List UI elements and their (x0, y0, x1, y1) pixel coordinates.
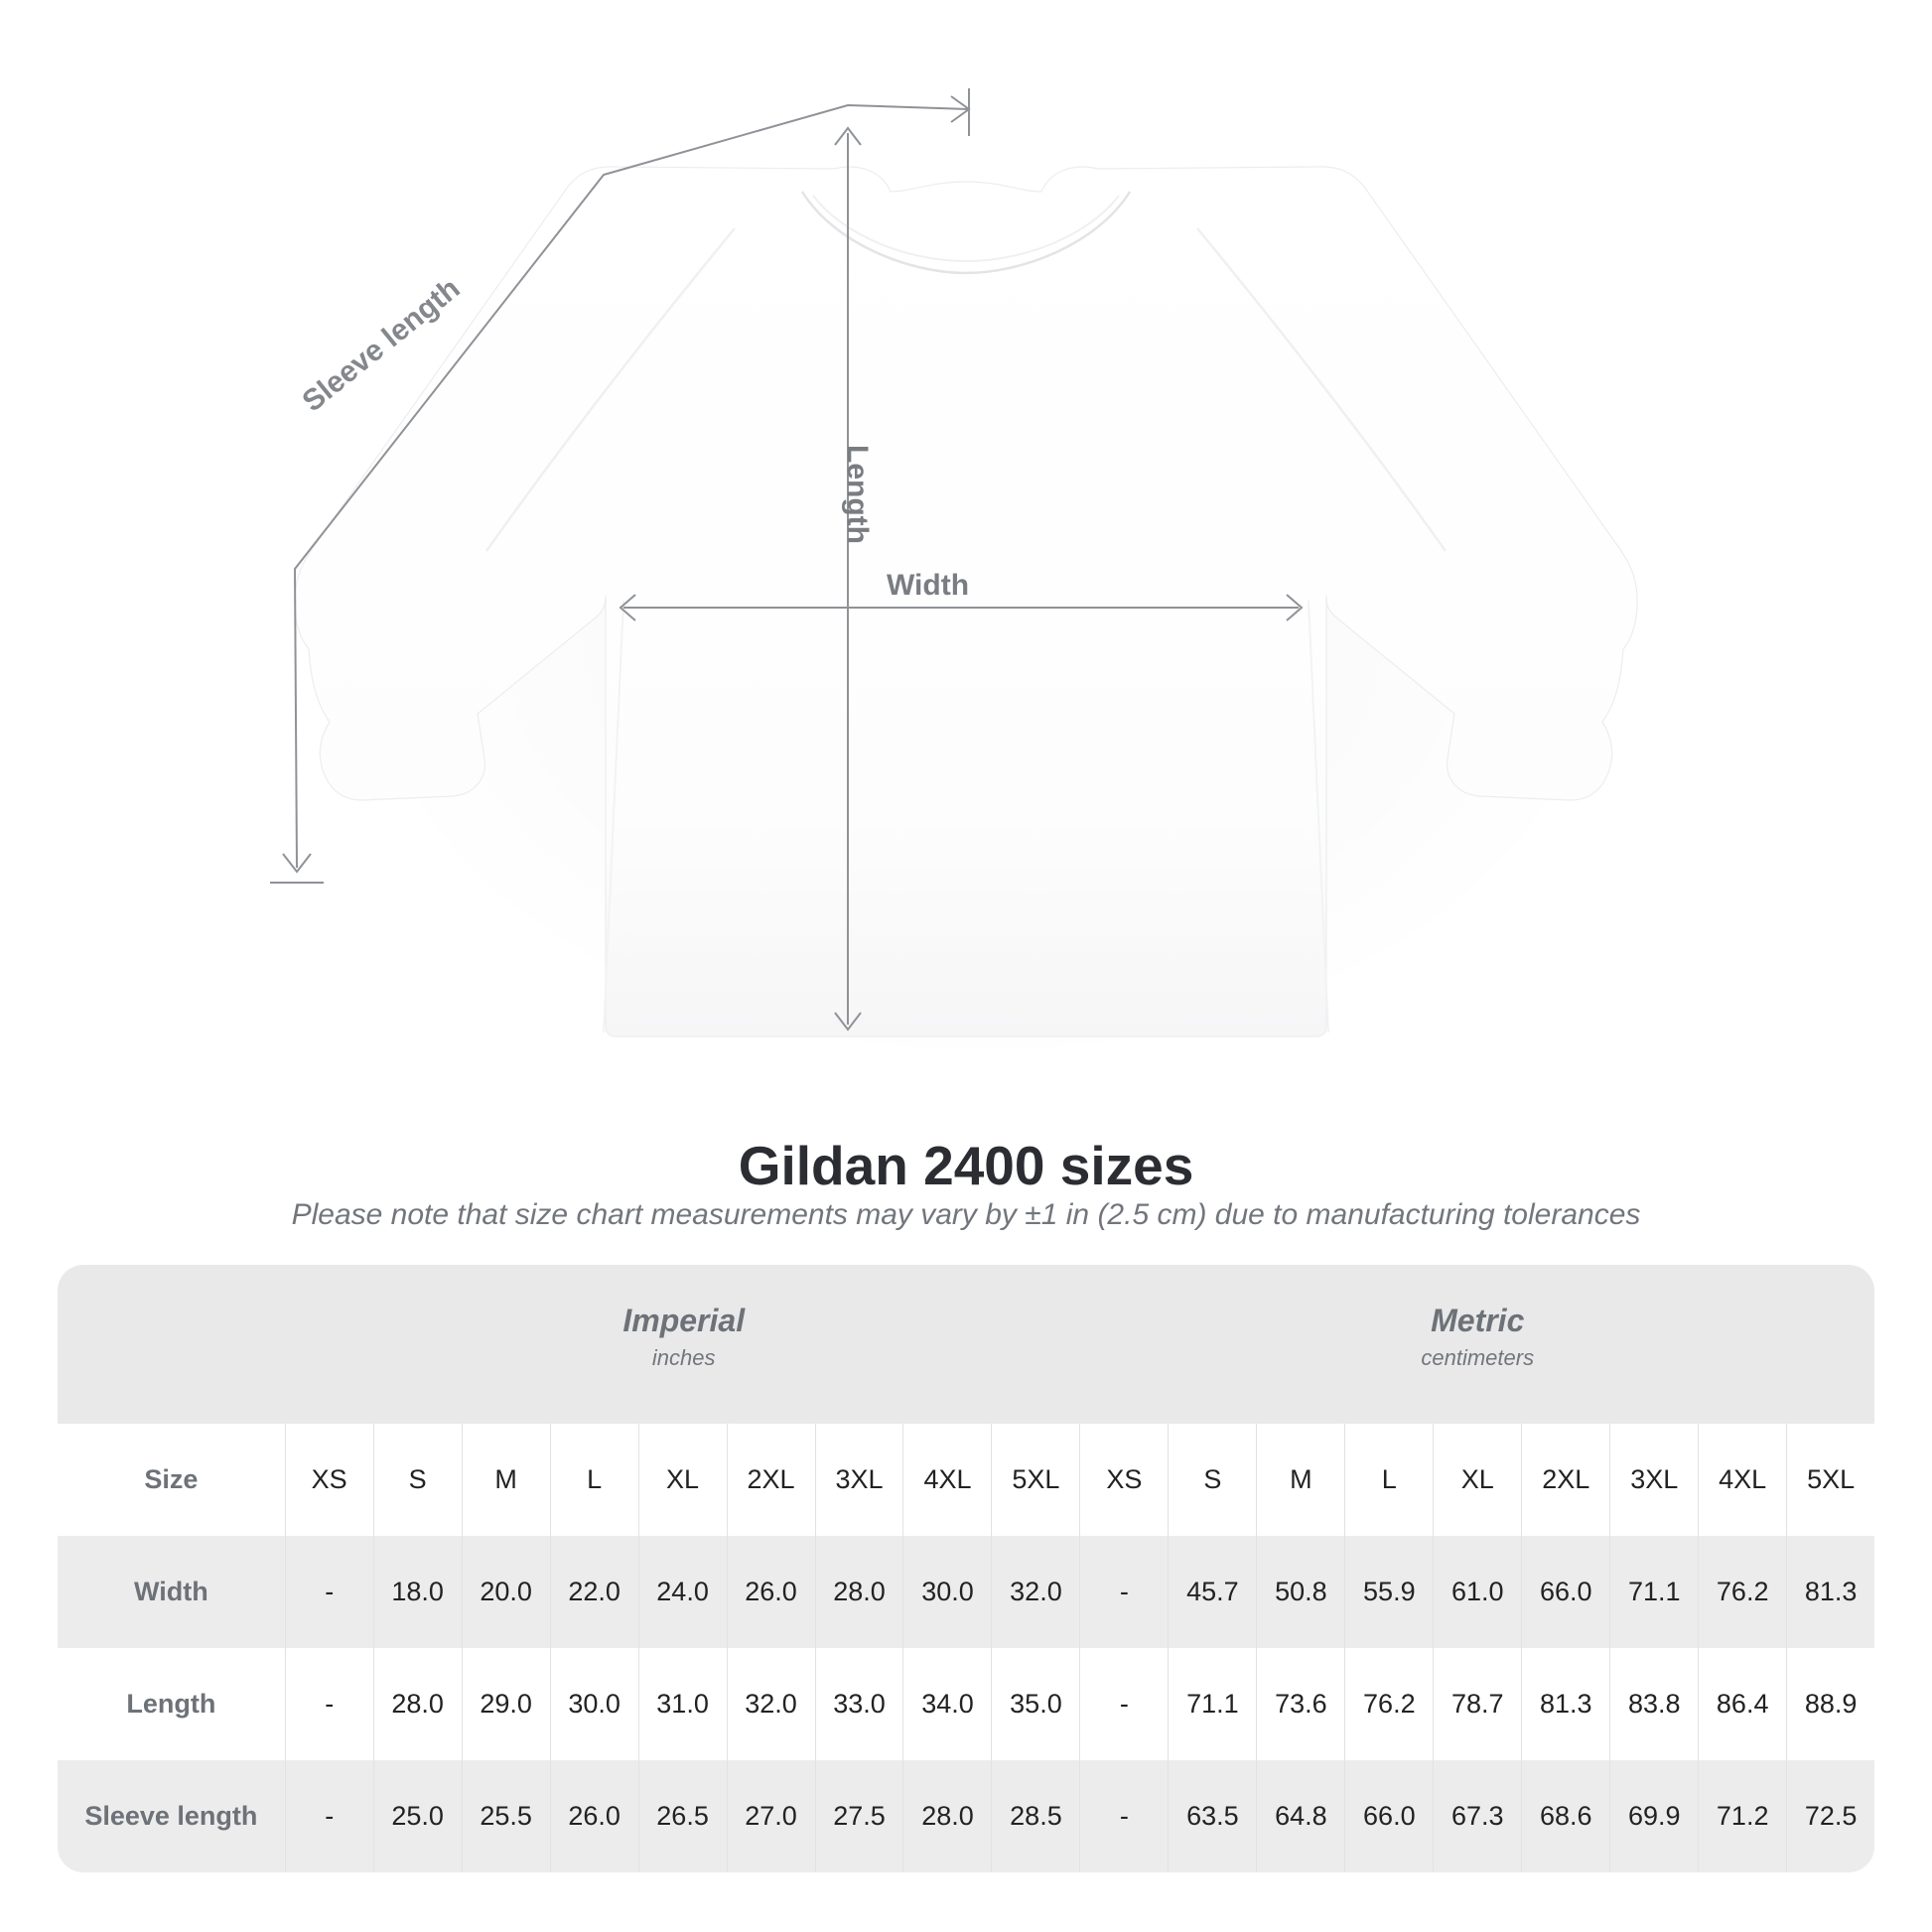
svg-text:Width: Width (887, 569, 969, 602)
svg-text:Length: Length (841, 445, 874, 544)
